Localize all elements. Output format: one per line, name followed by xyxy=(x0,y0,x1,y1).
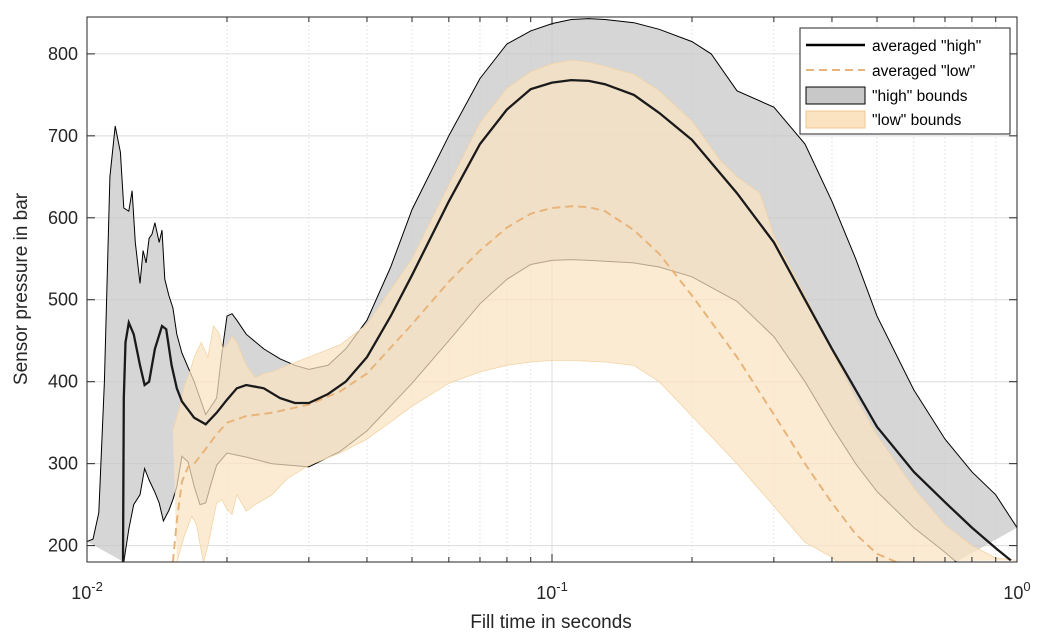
axis-ticks xyxy=(86,17,1017,562)
legend-label-low-bounds: "low" bounds xyxy=(872,112,962,129)
high-bounds-upper-edge xyxy=(87,18,1017,542)
y-tick-label: 200 xyxy=(48,536,78,556)
y-tick-label: 300 xyxy=(48,454,78,474)
plot-content xyxy=(87,18,1017,562)
x-axis-label: Fill time in seconds xyxy=(470,612,632,633)
averaged-high-line xyxy=(121,78,1012,562)
legend-label-high: averaged "high" xyxy=(872,38,981,55)
legend-label-low: averaged "low" xyxy=(872,63,975,80)
x-tick-label: 10-2 xyxy=(71,579,103,603)
y-tick-label: 400 xyxy=(48,372,78,392)
legend-swatch-low-band xyxy=(805,110,866,129)
y-tick-label: 600 xyxy=(48,208,78,228)
legend: averaged "high" averaged "low" "high" bo… xyxy=(799,27,1011,135)
legend-swatch-high-band xyxy=(805,86,866,105)
y-tick-label: 500 xyxy=(48,290,78,310)
low-bounds-lower-edge xyxy=(176,360,838,562)
y-tick-label: 800 xyxy=(48,44,78,64)
average-lines xyxy=(121,78,1012,562)
low-bounds-area xyxy=(172,60,1017,562)
y-axis-label: Sensor pressure in bar xyxy=(11,192,32,385)
y-tick-label: 700 xyxy=(48,126,78,146)
x-tick-labels: 10-2 10-1 100 xyxy=(71,579,1030,603)
x-tick-label: 100 xyxy=(1003,579,1030,603)
y-tick-labels: 200 300 400 500 600 700 800 xyxy=(48,44,78,556)
legend-label-high-bounds: "high" bounds xyxy=(872,88,968,105)
x-tick-label: 10-1 xyxy=(536,579,568,603)
